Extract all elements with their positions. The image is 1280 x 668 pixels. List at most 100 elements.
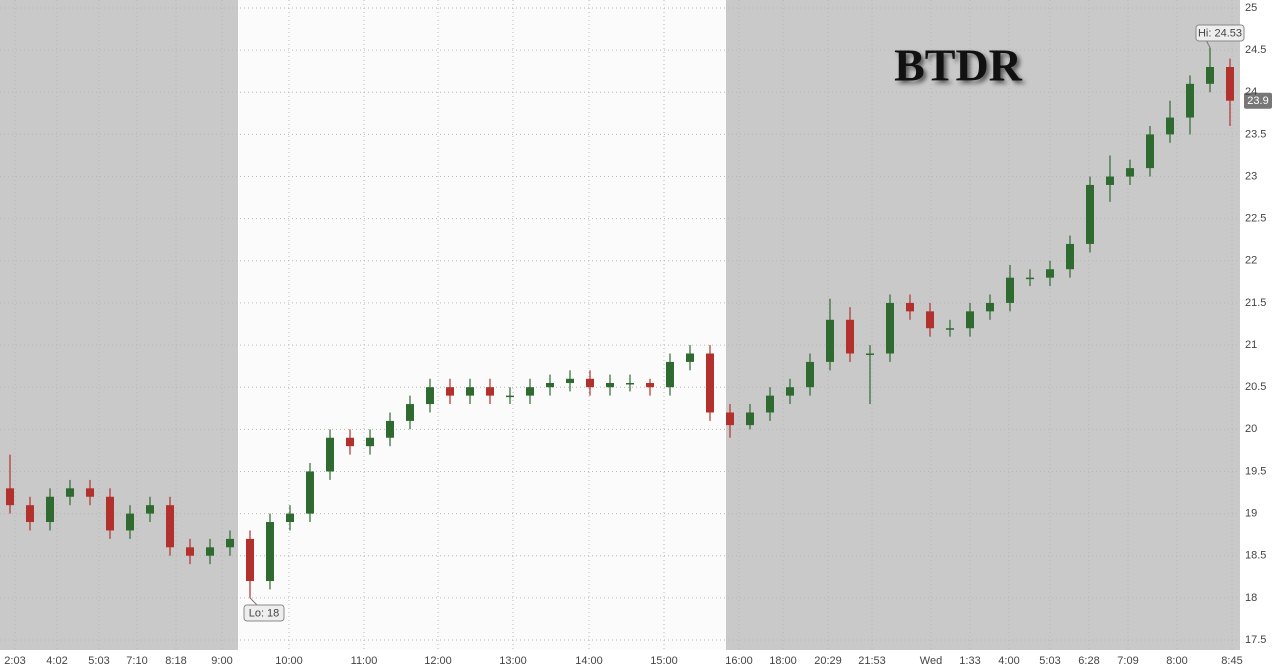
candle-body	[1026, 277, 1034, 280]
candle-body	[246, 538, 254, 582]
y-tick-label: 20	[1245, 423, 1257, 435]
candle-body	[186, 547, 194, 556]
candle-body	[126, 513, 134, 531]
x-tick-label: 5:03	[1039, 655, 1060, 667]
candle-body	[1146, 134, 1154, 169]
x-tick-label: 8:18	[165, 655, 186, 667]
x-tick-label: 5:03	[88, 655, 109, 667]
grid	[0, 0, 1240, 650]
x-tick-label: 8:00	[1166, 655, 1187, 667]
candle-body	[846, 319, 854, 354]
x-tick-label: 18:00	[769, 655, 797, 667]
x-tick-label: 13:00	[499, 655, 527, 667]
x-tick-label: 14:00	[575, 655, 603, 667]
y-tick-label: 23.5	[1245, 128, 1266, 140]
candle-body	[46, 496, 54, 523]
y-tick-label: 24.5	[1245, 44, 1266, 56]
candle-body	[406, 404, 414, 421]
premarket-shade	[0, 0, 238, 650]
x-tick-label: 6:28	[1078, 655, 1099, 667]
candle-body	[886, 302, 894, 354]
candle-body	[686, 353, 694, 362]
x-tick-label: 15:00	[650, 655, 678, 667]
candle-body	[286, 513, 294, 523]
candle-body	[206, 547, 214, 556]
candle-body	[966, 311, 974, 329]
candle-body	[586, 378, 594, 388]
candle-body	[646, 382, 654, 388]
x-tick-label: 11:00	[351, 655, 378, 667]
y-tick-label: 17.5	[1245, 634, 1266, 646]
annotations: Hi: 24.53 Lo: 18 23.9	[243, 24, 1272, 622]
candle-body	[906, 302, 914, 312]
candle-body	[946, 328, 954, 330]
candle-body	[486, 387, 494, 396]
candle-body	[166, 505, 174, 548]
candle-body	[666, 361, 674, 388]
candles	[6, 47, 1234, 598]
lo-label: Lo: 18	[249, 607, 280, 619]
y-tick-label: 21.5	[1245, 297, 1266, 309]
candle-body	[366, 437, 374, 447]
x-tick-label: Wed	[920, 655, 942, 667]
y-tick-label: 19.5	[1245, 465, 1266, 477]
y-tick-label: 24	[1245, 86, 1257, 98]
candle-body	[1166, 117, 1174, 135]
y-tick-label: 20.5	[1245, 381, 1266, 393]
candle-body	[1226, 66, 1234, 101]
candle-body	[786, 387, 794, 396]
candle-body	[326, 437, 334, 472]
candle-body	[1086, 184, 1094, 244]
candle-body	[726, 412, 734, 426]
hi-box	[1195, 24, 1245, 42]
y-tick-label: 22.5	[1245, 213, 1266, 225]
candle-body	[606, 382, 614, 388]
candle-body	[526, 387, 534, 396]
candle-body	[546, 382, 554, 388]
candle-body	[1126, 168, 1134, 177]
candle-body	[766, 395, 774, 413]
candle-body	[1006, 277, 1014, 303]
x-tick-label: 10:00	[275, 655, 303, 667]
y-tick-label: 25	[1245, 2, 1257, 14]
candle-body	[466, 387, 474, 396]
candle-body	[626, 382, 634, 385]
candle-body	[6, 488, 14, 506]
x-tick-label: 1:33	[959, 655, 980, 667]
candle-body	[706, 353, 714, 413]
candle-body	[226, 538, 234, 548]
x-tick-label: 8:45	[1221, 655, 1242, 667]
candle-body	[1206, 66, 1214, 84]
candle-body	[866, 353, 874, 355]
y-tick-label: 23	[1245, 170, 1257, 182]
candle-body	[266, 522, 274, 582]
candle-body	[746, 412, 754, 426]
x-tick-label: 4:02	[46, 655, 67, 667]
lo-box	[243, 604, 285, 622]
x-tick-label: 12:00	[424, 655, 452, 667]
last-price-label: 23.9	[1247, 95, 1268, 107]
candle-body	[86, 488, 94, 497]
x-tick-label: 21:53	[858, 655, 886, 667]
x-tick-label: 2:03	[4, 655, 25, 667]
regular-session	[238, 0, 726, 650]
candle-body	[426, 387, 434, 405]
candle-body	[306, 471, 314, 514]
x-tick-label: 9:00	[211, 655, 232, 667]
candle-body	[1066, 243, 1074, 270]
y-tick-label: 22	[1245, 255, 1257, 267]
x-tick-label: 20:29	[814, 655, 842, 667]
hi-label: Hi: 24.53	[1198, 27, 1242, 39]
candle-body	[386, 420, 394, 438]
candle-body	[926, 311, 934, 329]
chart-title: BTDR	[894, 40, 1023, 91]
candle-body	[346, 437, 354, 447]
x-tick-label: 16:00	[725, 655, 753, 667]
y-tick-label: 21	[1245, 339, 1257, 351]
y-tick-label: 19	[1245, 508, 1257, 520]
x-tick-label: 4:00	[998, 655, 1019, 667]
candle-body	[806, 361, 814, 388]
candle-body	[446, 387, 454, 396]
x-tick-label: 7:10	[126, 655, 147, 667]
